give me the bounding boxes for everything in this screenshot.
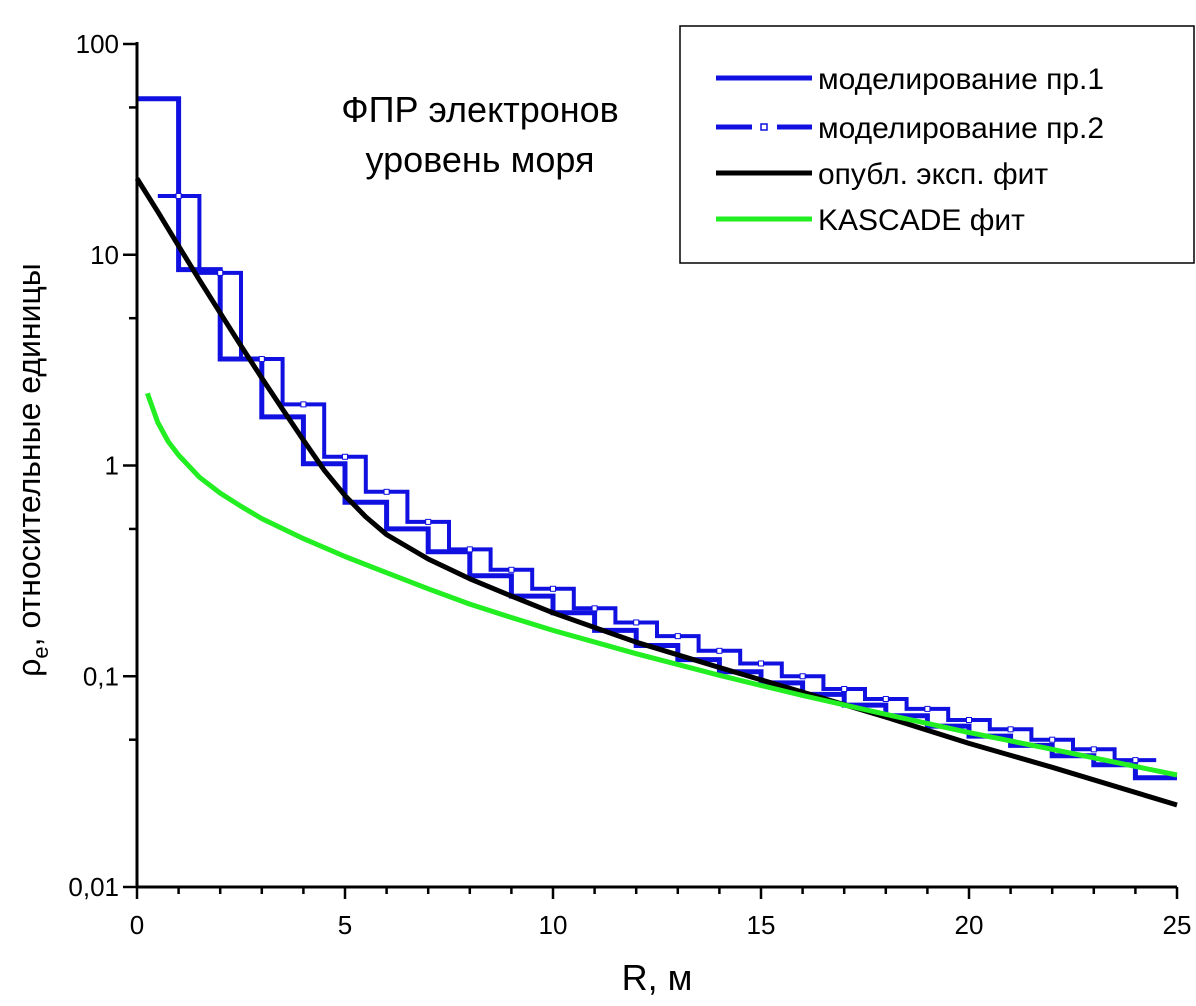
y-axis-label-text: , относительные единицы [11,263,47,646]
legend: моделирование пр.1 моделирование пр.2 опуб… [679,25,1195,264]
axis-ticks: 0 5 10 15 20 25 0,01 0,1 1 10 100 [68,29,1191,940]
y-tick-label: 0,01 [68,872,119,902]
series-2-marker [508,566,515,573]
legend-box [679,25,1195,264]
series-4-legend-label: KASCADE фит [818,204,1025,237]
series-2-marker [633,619,640,626]
x-tick-label: 25 [1163,910,1192,940]
x-tick-label: 5 [338,910,352,940]
series-2-marker [882,695,889,702]
series-2-line [157,194,1157,763]
series-2-marker [716,647,723,654]
series-2-marker [1090,746,1097,753]
x-tick-label: 0 [130,910,144,940]
series-2-marker [1007,726,1014,733]
x-axis-label: R, м [622,957,693,998]
series-2-marker [674,633,681,640]
y-tick-label: 0,1 [83,661,119,691]
chart-title-line-2: уровень моря [366,139,595,180]
series-2-marker [466,546,473,553]
x-tick-label: 10 [539,910,568,940]
y-axis-label: ρe, относительные единицы [11,263,53,677]
series-2-legend-label: моделирование пр.2 [818,112,1104,145]
series-2-marker [425,518,432,525]
series-2-marker [591,605,598,612]
series-2-marker [1132,757,1139,764]
series-2-marker [924,705,931,712]
series-2-marker [217,269,224,276]
series-2-marker [758,660,764,667]
y-tick-label: 100 [76,29,119,59]
y-tick-label: 10 [90,240,119,270]
series-2-marker [1049,736,1056,743]
series-2-marker [383,488,390,495]
series-2-marker [258,356,265,363]
series-3-legend-label: опубл. эксп. фит [818,158,1048,191]
series-3-line [134,177,1178,808]
series-2-marker [342,453,348,460]
series-4-line [145,392,1178,778]
y-axis-label-symbol: ρ [11,659,47,677]
series-2-marker [841,685,848,692]
y-tick-label: 1 [105,451,119,481]
series-2-marker [799,673,806,680]
series-2-marker [175,193,182,200]
series-2-marker [550,585,556,592]
series-2-legend-marker [760,123,768,131]
series-2-marker [966,717,972,724]
x-tick-label: 15 [747,910,776,940]
plot-marks [134,96,1178,808]
x-tick-label: 20 [955,910,984,940]
y-axis-label-subscript: e [28,646,53,658]
chart-title-line-1: ФПР электронов [341,89,619,130]
series-1-line [137,96,1177,781]
legend-items: моделирование пр.1 моделирование пр.2 опуб… [716,63,1104,237]
series-1-legend-label: моделирование пр.1 [818,63,1104,96]
series-2-marker [300,401,307,408]
